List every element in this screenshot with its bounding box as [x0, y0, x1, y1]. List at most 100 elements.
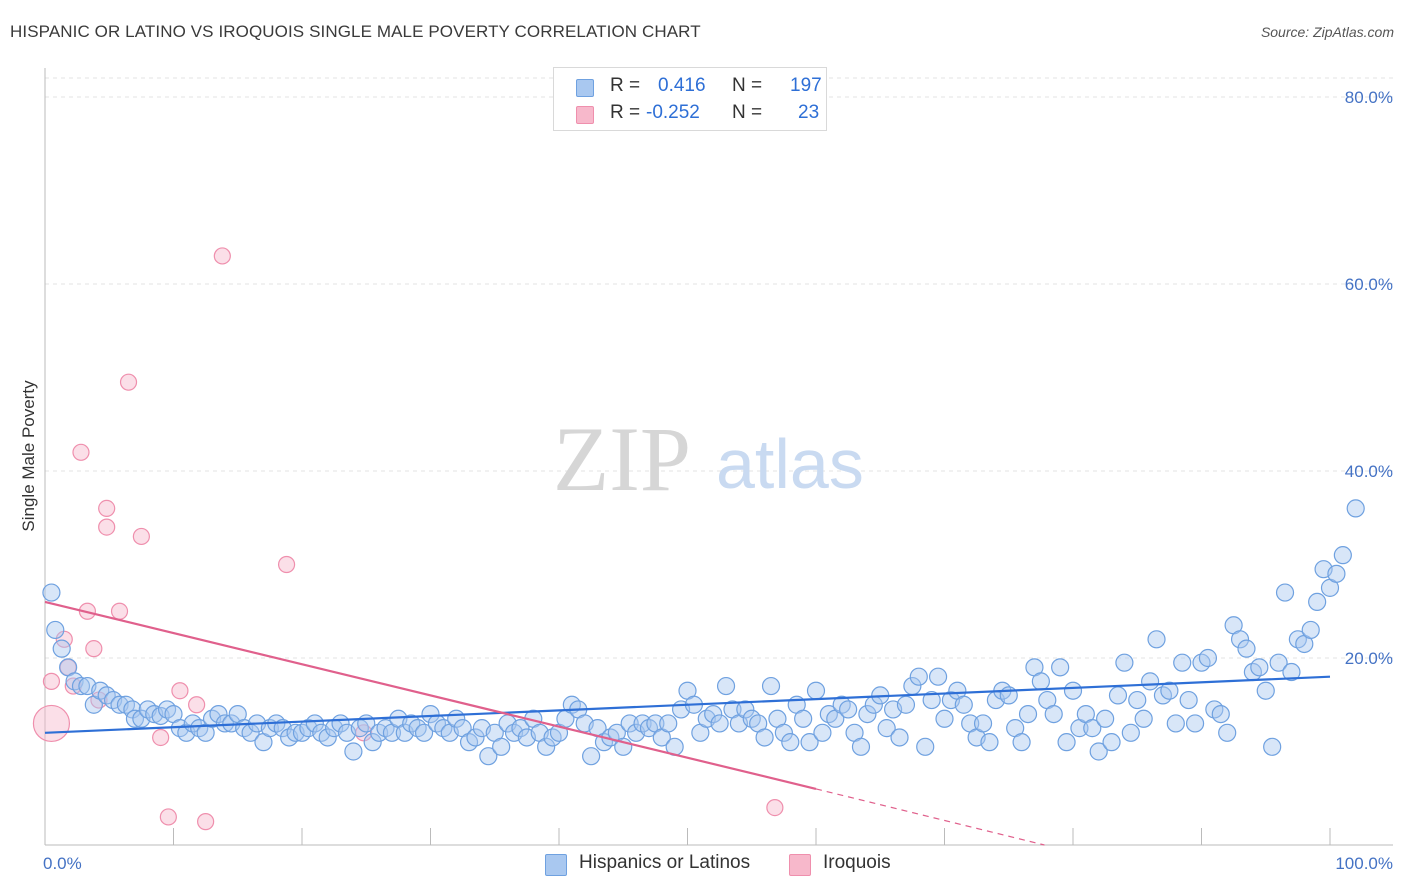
data-point [71, 676, 91, 696]
trend-lines [44, 600, 1331, 846]
data-point [119, 373, 138, 391]
data-point [806, 681, 826, 700]
data-point [1057, 733, 1076, 752]
y-tick-label: 20.0% [1345, 649, 1393, 668]
data-point [1327, 564, 1346, 583]
watermark: ZIP atlas [553, 408, 864, 510]
swatch-pink-icon [576, 106, 594, 124]
data-point [209, 704, 228, 724]
r-label: R = [610, 75, 641, 96]
data-point [839, 700, 858, 719]
data-point [1102, 733, 1121, 752]
data-point [537, 737, 556, 756]
data-point [800, 733, 819, 752]
data-point [877, 719, 896, 738]
data-point [511, 719, 530, 738]
swatch-pink-icon [789, 854, 811, 876]
data-point [704, 704, 723, 724]
data-point [1063, 681, 1083, 700]
n-label: N = [732, 75, 763, 96]
data-point [896, 695, 916, 714]
data-point [1031, 672, 1050, 691]
tick-labels: 20.0% 40.0% 60.0% 80.0% 0.0% 100.0% [43, 88, 1393, 873]
data-point [922, 690, 941, 710]
data-point [766, 798, 784, 817]
data-point [344, 742, 363, 761]
data-point [46, 620, 65, 640]
correlation-legend: R = 0.416 N = 197 R = -0.252 N = 23 [553, 67, 827, 131]
trend-line-hispanics [44, 675, 1331, 734]
data-point [761, 676, 781, 696]
data-point [98, 499, 116, 517]
data-point [1160, 681, 1179, 700]
data-point [132, 527, 150, 546]
data-point [466, 728, 485, 747]
data-point [42, 583, 61, 602]
data-point [1237, 639, 1256, 658]
data-point [1012, 733, 1031, 752]
data-point [1282, 662, 1301, 682]
data-point [85, 640, 103, 658]
data-point [1218, 723, 1237, 742]
data-point [1198, 648, 1218, 668]
data-point [1166, 714, 1185, 733]
data-point [858, 704, 877, 724]
source-credit: Source: ZipAtlas.com [1260, 24, 1394, 40]
data-point [710, 714, 729, 733]
data-point [1333, 546, 1352, 565]
r-value: 0.416 [658, 75, 706, 96]
data-point [909, 667, 928, 686]
data-point [363, 733, 382, 752]
data-point [1115, 653, 1134, 672]
data-point [159, 808, 177, 826]
y-axis-label: Single Male Poverty [19, 380, 38, 532]
watermark-atlas: atlas [716, 425, 864, 503]
data-point [1083, 719, 1102, 738]
data-point [1275, 583, 1295, 602]
data-point [188, 696, 206, 714]
data-point [582, 747, 601, 766]
legend-label: Hispanics or Latinos [579, 852, 751, 873]
r-value: -0.252 [646, 102, 700, 123]
swatch-blue-icon [576, 79, 594, 97]
data-point [479, 747, 498, 766]
data-point [32, 704, 71, 743]
data-point [42, 672, 61, 690]
data-point [736, 700, 755, 719]
data-point [1096, 709, 1115, 728]
data-point [1108, 686, 1128, 705]
data-point [1308, 592, 1327, 612]
data-point [1089, 742, 1108, 761]
data-point [171, 682, 189, 700]
data-point [1134, 709, 1153, 728]
data-point [954, 695, 973, 714]
data-point [1140, 672, 1160, 691]
data-point [935, 709, 954, 728]
data-point [1263, 737, 1282, 756]
r-label: R = [610, 102, 641, 123]
data-point [277, 555, 296, 574]
data-point [1147, 630, 1166, 649]
data-point [72, 443, 90, 461]
data-point [1121, 723, 1140, 742]
data-point [781, 733, 800, 752]
data-point [1018, 704, 1038, 724]
data-point [414, 723, 434, 742]
data-point [928, 667, 948, 686]
chart-title: HISPANIC OR LATINO VS IROQUOIS SINGLE MA… [10, 22, 701, 41]
data-point [1230, 630, 1250, 649]
data-point [1044, 704, 1063, 724]
data-point [318, 728, 337, 747]
data-point [620, 714, 639, 733]
data-point [215, 714, 234, 733]
data-point [421, 704, 440, 724]
data-point [1179, 690, 1198, 710]
n-value: 23 [798, 102, 820, 123]
data-point [1211, 704, 1230, 724]
swatch-blue-icon [545, 854, 567, 876]
data-point [1301, 620, 1320, 640]
data-point [890, 728, 909, 747]
data-point [973, 714, 993, 733]
data-point [52, 639, 71, 658]
